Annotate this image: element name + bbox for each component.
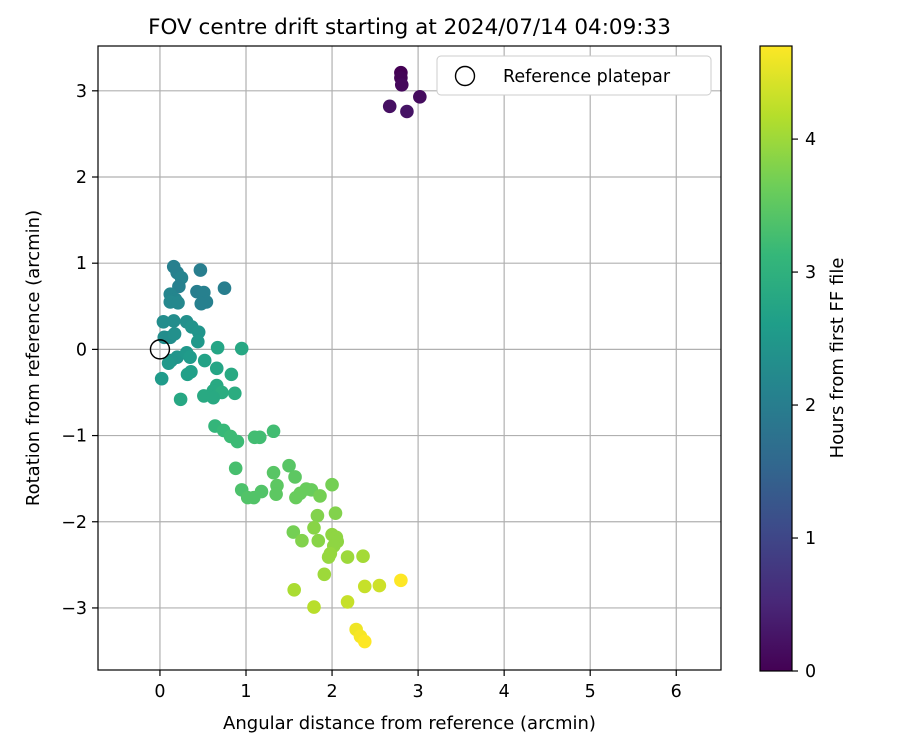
x-tick-label: 4	[499, 682, 510, 702]
data-point	[246, 490, 261, 505]
data-point	[230, 434, 245, 449]
colorbar-tick-label: 1	[805, 529, 816, 549]
data-point	[217, 281, 232, 295]
colorbar-tick-label: 4	[805, 130, 816, 150]
data-point	[197, 353, 212, 368]
data-point	[228, 461, 243, 476]
plot-frame	[97, 45, 722, 671]
data-point	[317, 567, 332, 582]
legend: Reference platepar	[436, 55, 712, 96]
chart-title: FOV centre drift starting at 2024/07/14 …	[148, 15, 671, 40]
data-point	[156, 315, 171, 329]
y-tick-label: −3	[61, 599, 87, 619]
data-point	[234, 341, 249, 356]
data-point	[167, 327, 182, 341]
data-point	[209, 361, 224, 376]
data-point	[224, 367, 239, 382]
data-point	[325, 477, 339, 492]
data-points	[154, 65, 427, 649]
colorbar-tick-label: 3	[805, 263, 816, 283]
colorbar-tick-label: 2	[805, 396, 816, 416]
data-point	[180, 367, 195, 382]
legend-label-reference: Reference platepar	[503, 67, 671, 87]
x-tick-label: 5	[585, 682, 596, 702]
colorbar-gradient	[759, 45, 793, 672]
data-point	[252, 430, 267, 445]
data-point	[311, 533, 326, 548]
y-tick-label: 3	[76, 82, 87, 102]
data-point	[307, 520, 321, 535]
y-tick-label: −2	[61, 513, 87, 533]
data-point	[288, 470, 302, 484]
legend-box	[436, 55, 712, 96]
data-point	[340, 595, 355, 609]
data-point	[356, 549, 370, 564]
x-axis-label: Angular distance from reference (arcmin)	[223, 713, 596, 734]
data-point	[183, 350, 197, 364]
x-tick-label: 2	[326, 682, 337, 702]
data-point	[194, 296, 209, 311]
data-point	[269, 487, 283, 501]
y-tick-label: 0	[76, 340, 87, 360]
data-point	[228, 386, 242, 401]
data-point	[321, 550, 336, 564]
data-point	[382, 99, 397, 114]
data-point	[372, 578, 387, 593]
data-point	[400, 104, 414, 119]
colorbar: 0 1 2 3 4 Hours from first FF file	[759, 45, 848, 682]
y-tick-label: 2	[76, 168, 87, 188]
data-point	[206, 390, 221, 405]
data-point	[310, 508, 325, 523]
data-point	[295, 533, 309, 548]
data-point	[313, 489, 327, 503]
data-point	[154, 371, 169, 386]
data-point	[166, 314, 181, 328]
y-tick-label: 1	[76, 254, 87, 274]
legend-marker-icon	[454, 65, 476, 87]
data-point	[357, 634, 372, 649]
data-point	[340, 550, 355, 564]
data-point	[357, 579, 372, 594]
y-tick-label: −1	[61, 427, 87, 447]
data-point	[266, 465, 281, 480]
y-axis-label: Rotation from reference (arcmin)	[23, 210, 44, 506]
data-point	[286, 525, 301, 539]
data-point	[282, 458, 296, 473]
x-tick-label: 1	[240, 682, 251, 702]
data-point	[307, 600, 321, 614]
data-point	[161, 356, 176, 370]
data-point	[394, 573, 408, 588]
data-point	[210, 340, 225, 355]
x-tick-label: 0	[154, 682, 165, 702]
data-point	[171, 296, 185, 310]
colorbar-label: Hours from first FF file	[827, 258, 848, 459]
axis-ticks: 0 1 2 3 4 5 6 −3 −2 −1 0 1 2 3	[61, 82, 682, 702]
data-point	[266, 424, 281, 439]
colorbar-ticks: 0 1 2 3 4	[792, 130, 816, 682]
data-point	[193, 263, 208, 277]
data-point	[191, 334, 205, 349]
colorbar-tick-label: 0	[805, 662, 816, 682]
data-point	[289, 490, 303, 505]
data-point	[413, 90, 427, 104]
data-point	[287, 583, 301, 597]
x-tick-label: 3	[413, 682, 424, 702]
reference-platepar-marker	[149, 339, 171, 360]
data-point	[394, 77, 409, 92]
data-point	[328, 506, 343, 520]
x-tick-label: 6	[671, 682, 682, 702]
data-point	[173, 392, 188, 407]
